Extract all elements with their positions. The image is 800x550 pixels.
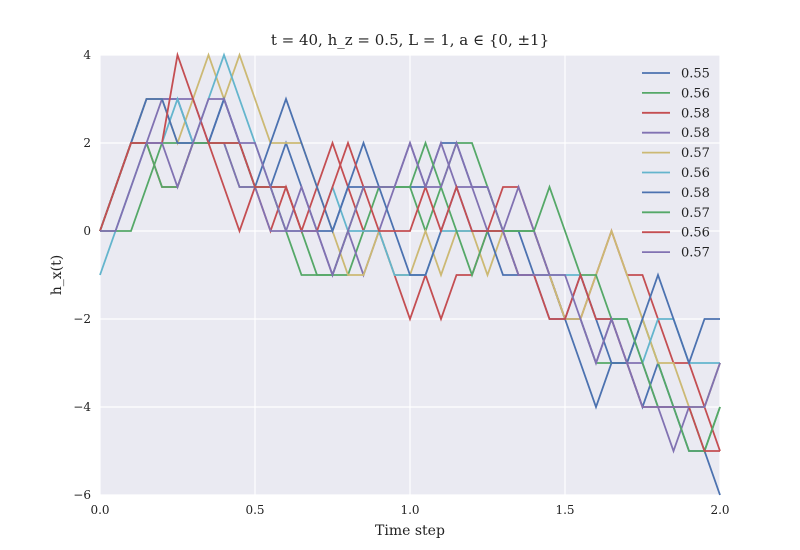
y-tick-labels: −6 −4 −2 0 2 4	[73, 48, 91, 502]
legend: 0.55 0.56 0.58 0.58 0.57 0.56 0.58 0.57 0.56 0.57	[642, 67, 710, 261]
series-lines	[99, 51, 721, 496]
y-tick-label: −4	[73, 400, 91, 414]
chart-title: t = 40, h_z = 0.5, L = 1, a ∈ {0, ±1}	[271, 31, 549, 49]
legend-label: 0.57	[681, 246, 710, 261]
series-line-10	[100, 98, 721, 408]
y-tick-label: 2	[83, 136, 91, 150]
legend-label: 0.56	[681, 166, 710, 181]
legend-label: 0.57	[681, 146, 710, 161]
x-tick-label: 0.0	[90, 503, 109, 517]
series-line-8	[99, 140, 721, 452]
x-tick-label: 1.0	[400, 503, 419, 517]
legend-label: 0.57	[681, 206, 710, 221]
x-tick-labels: 0.0 0.5 1.0 1.5 2.0	[90, 503, 729, 517]
legend-label: 0.58	[681, 126, 710, 141]
y-axis-label: h_x(t)	[49, 255, 65, 295]
y-tick-label: −6	[73, 488, 91, 502]
x-tick-label: 0.5	[245, 503, 264, 517]
legend-label: 0.58	[681, 186, 710, 201]
legend-label: 0.56	[681, 86, 710, 101]
x-axis-label: Time step	[375, 523, 445, 539]
y-tick-label: 4	[83, 48, 91, 62]
x-tick-label: 1.5	[555, 503, 574, 517]
legend-label: 0.58	[681, 106, 710, 121]
legend-label: 0.55	[681, 67, 710, 82]
x-tick-label: 2.0	[710, 503, 729, 517]
y-tick-label: −2	[73, 312, 91, 326]
y-tick-label: 0	[83, 224, 91, 238]
legend-label: 0.56	[681, 226, 710, 241]
